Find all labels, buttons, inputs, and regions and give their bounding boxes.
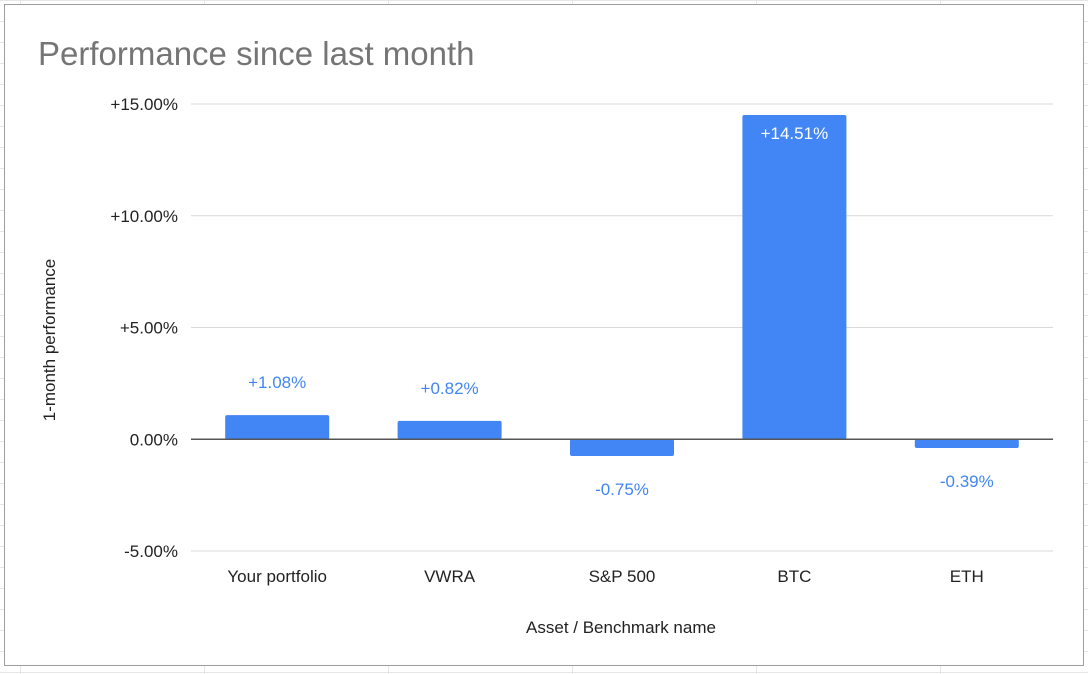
x-tick-label: ETH (950, 567, 984, 586)
x-tick-label: VWRA (424, 567, 476, 586)
chart-title: Performance since last month (38, 35, 475, 72)
data-label: +14.51% (761, 124, 829, 143)
chart-container[interactable]: Performance since last month +15.00% +10.… (4, 4, 1084, 666)
y-tick-label: +5.00% (120, 319, 178, 338)
bar (397, 420, 502, 440)
data-labels: +1.08% +0.82% -0.75% +14.51% -0.39% (248, 124, 994, 499)
y-axis-title: 1-month performance (40, 259, 59, 422)
data-label: +0.82% (421, 379, 479, 398)
bar-chart: +15.00% +10.00% +5.00% 0.00% -5.00% +1.08% +0… (40, 95, 1053, 637)
y-tick-label: 0.00% (130, 430, 178, 449)
x-tick-label: BTC (777, 567, 811, 586)
data-label: -0.39% (940, 472, 994, 491)
bar (742, 114, 847, 440)
y-axis-ticks: +15.00% +10.00% +5.00% 0.00% -5.00% (110, 95, 178, 561)
bar (225, 415, 330, 440)
y-tick-label: +15.00% (110, 95, 178, 114)
x-tick-label: S&P 500 (589, 567, 656, 586)
gridlines (191, 103, 1053, 552)
y-tick-label: -5.00% (124, 542, 178, 561)
x-tick-label: Your portfolio (227, 567, 327, 586)
bar (914, 439, 1019, 448)
bars (225, 114, 1019, 457)
data-label: -0.75% (595, 480, 649, 499)
y-tick-label: +10.00% (110, 207, 178, 226)
x-axis-ticks: Your portfolio VWRA S&P 500 BTC ETH (227, 567, 983, 586)
bar (570, 439, 674, 457)
x-axis-title: Asset / Benchmark name (526, 618, 716, 637)
data-label: +1.08% (248, 373, 306, 392)
